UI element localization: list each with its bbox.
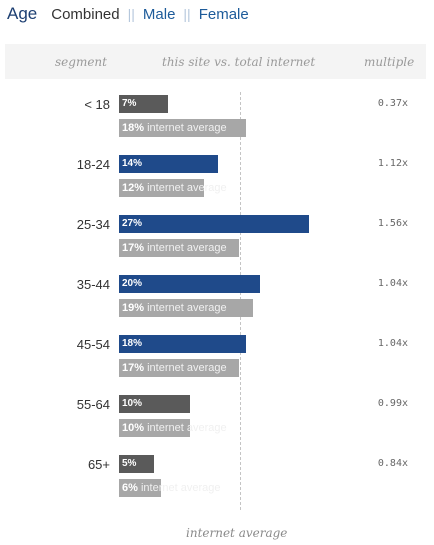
site-value-label: 5% bbox=[122, 458, 137, 469]
multiple-value: 0.99x bbox=[377, 398, 408, 409]
site-value-label: 18% bbox=[122, 338, 143, 349]
average-suffix: internet average bbox=[147, 362, 227, 374]
internet-average-value: 10% internet average bbox=[122, 422, 227, 434]
multiple-value: 1.04x bbox=[377, 278, 408, 289]
internet-average-bar: 17% internet average bbox=[119, 239, 239, 257]
site-bar: 18% bbox=[119, 335, 246, 353]
average-percent: 12% bbox=[122, 182, 145, 194]
header-segment: segment bbox=[55, 55, 107, 69]
internet-average-value: 17% internet average bbox=[122, 362, 227, 374]
segment-label: 35-44 bbox=[76, 277, 110, 292]
average-percent: 19% bbox=[122, 302, 145, 314]
nav-separator: || bbox=[183, 6, 191, 22]
site-value-label: 14% bbox=[122, 158, 143, 169]
internet-average-value: 19% internet average bbox=[122, 302, 227, 314]
internet-average-label: internet average bbox=[186, 526, 288, 540]
multiple-value: 0.84x bbox=[377, 458, 408, 469]
segment-label: 18-24 bbox=[76, 157, 110, 172]
internet-average-bar: 19% internet average bbox=[119, 299, 253, 317]
site-bar: 5% bbox=[119, 455, 155, 473]
average-suffix: internet average bbox=[147, 302, 227, 314]
site-bar: 20% bbox=[119, 275, 260, 293]
average-suffix: internet average bbox=[147, 182, 227, 194]
average-percent: 17% bbox=[122, 242, 145, 254]
average-suffix: internet average bbox=[140, 482, 221, 494]
nav-separator: || bbox=[127, 6, 135, 22]
internet-average-bar: 18% internet average bbox=[119, 119, 246, 137]
average-percent: 18% bbox=[122, 122, 145, 134]
site-value-label: 10% bbox=[122, 398, 143, 409]
tab-male[interactable]: Male bbox=[142, 6, 176, 23]
segment-label: 45-54 bbox=[76, 337, 110, 352]
site-bar: 10% bbox=[119, 395, 190, 413]
tab-female[interactable]: Female bbox=[198, 6, 249, 23]
site-bar: 27% bbox=[119, 215, 310, 233]
segment-label: 25-34 bbox=[76, 217, 110, 232]
site-value-label: 20% bbox=[122, 278, 143, 289]
multiple-value: 1.04x bbox=[377, 338, 408, 349]
segment-label: 65+ bbox=[87, 457, 110, 472]
section-title: Age bbox=[7, 4, 38, 23]
average-suffix: internet average bbox=[147, 242, 227, 254]
internet-average-value: 18% internet average bbox=[122, 122, 227, 134]
multiple-value: 1.56x bbox=[377, 218, 408, 229]
site-bar: 14% bbox=[119, 155, 218, 173]
segment-row: 35-44 20% 19% internet average 1.04x bbox=[0, 275, 434, 319]
internet-average-value: 12% internet average bbox=[122, 182, 227, 194]
average-percent: 17% bbox=[122, 362, 145, 374]
internet-average-bar: 12% internet average bbox=[119, 179, 227, 197]
multiple-value: 1.12x bbox=[377, 158, 408, 169]
segment-row: 45-54 18% 17% internet average 1.04x bbox=[0, 335, 434, 379]
header-comparison: this site vs. total internet bbox=[162, 55, 316, 69]
segment-row: 55-64 10% 10% internet average 0.99x bbox=[0, 395, 434, 439]
segment-row: < 18 7% 18% internet average 0.37x bbox=[0, 95, 434, 139]
segment-row: 18-24 14% 12% internet average 1.12x bbox=[0, 155, 434, 199]
internet-average-bar: 10% internet average bbox=[119, 419, 227, 437]
internet-average-bar: 6% internet average bbox=[119, 479, 220, 497]
average-percent: 10% bbox=[122, 422, 145, 434]
average-suffix: internet average bbox=[147, 122, 227, 134]
internet-average-value: 6% internet average bbox=[122, 482, 220, 494]
average-percent: 6% bbox=[122, 482, 138, 494]
age-nav: Age Combined || Male || Female bbox=[7, 4, 249, 26]
segment-row: 25-34 27% 17% internet average 1.56x bbox=[0, 215, 434, 259]
segment-label: < 18 bbox=[84, 97, 110, 112]
site-bar: 7% bbox=[119, 95, 169, 113]
internet-average-bar: 17% internet average bbox=[119, 359, 239, 377]
segment-label: 55-64 bbox=[76, 397, 110, 412]
tab-combined[interactable]: Combined bbox=[51, 6, 120, 23]
internet-average-value: 17% internet average bbox=[122, 242, 227, 254]
segment-row: 65+ 5% 6% internet average 0.84x bbox=[0, 455, 434, 499]
average-suffix: internet average bbox=[147, 422, 227, 434]
multiple-value: 0.37x bbox=[377, 98, 408, 109]
table-header bbox=[5, 44, 426, 79]
site-value-label: 27% bbox=[122, 218, 143, 229]
site-value-label: 7% bbox=[122, 98, 137, 109]
header-multiple: multiple bbox=[364, 55, 415, 69]
